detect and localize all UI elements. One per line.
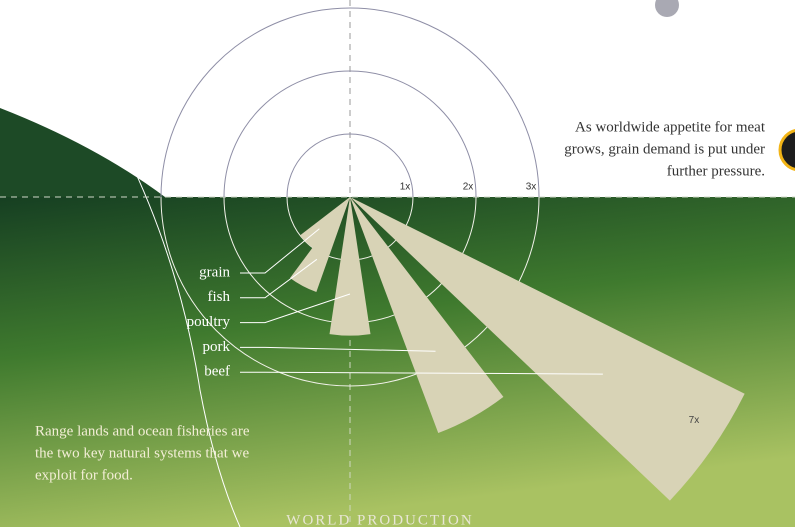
tick-label: 2x: [463, 182, 474, 193]
dot: [655, 0, 679, 17]
wedge: [350, 197, 504, 434]
category-label: poultry: [187, 314, 231, 330]
leader-line: [240, 371, 603, 375]
tick-label: 3x: [526, 182, 537, 193]
wedge: [350, 197, 745, 501]
grid-ring: [160, 197, 540, 387]
leader-line: [240, 293, 351, 324]
tick-label: 1x: [400, 182, 411, 193]
leader-line: [240, 258, 318, 299]
field-edge: [0, 108, 165, 197]
annotation: the two key natural systems that we: [35, 445, 249, 461]
annotation: As worldwide appetite for meat: [575, 119, 766, 135]
grid-ring: [286, 133, 414, 197]
annotation: further pressure.: [667, 163, 765, 179]
annotation: Range lands and ocean fisheries are: [35, 423, 250, 439]
grid-ring: [160, 7, 540, 197]
leader-line: [240, 346, 436, 352]
grid-ring: [223, 70, 477, 197]
category-label: grain: [199, 264, 230, 280]
category-label: beef: [204, 364, 230, 380]
arc: [94, 94, 241, 527]
category-label: fish: [208, 289, 231, 305]
value-label: 7x: [689, 415, 700, 426]
dot: [778, 129, 795, 171]
footer: WORLD PRODUCTION: [286, 512, 473, 527]
category-label: pork: [203, 339, 231, 355]
wedge: [300, 197, 350, 249]
annotation: grows, grain demand is put under: [564, 141, 765, 157]
wedge: [329, 197, 371, 336]
leader-line: [240, 228, 320, 274]
annotation: exploit for food.: [35, 467, 133, 483]
